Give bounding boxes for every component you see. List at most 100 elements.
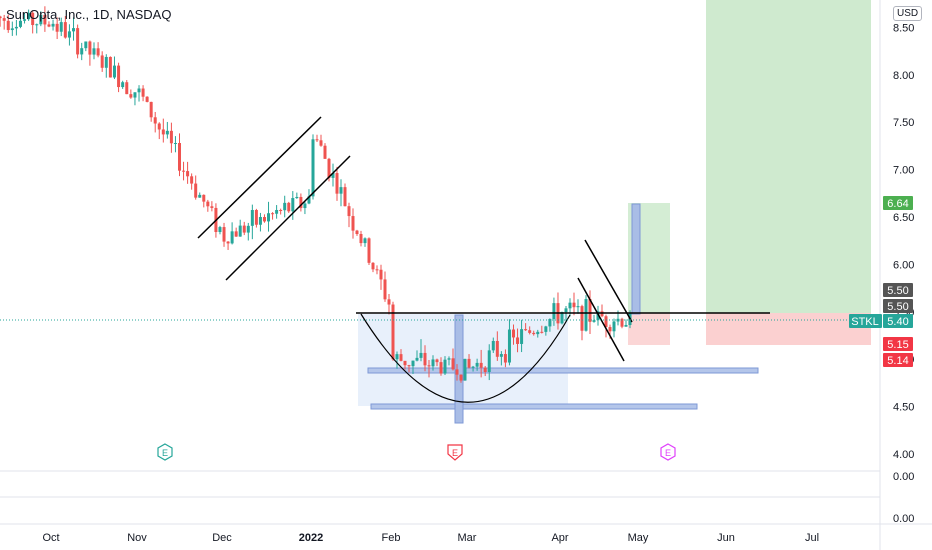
candle-body (371, 262, 375, 270)
candle-body (27, 12, 31, 20)
earnings-event-letter: E (162, 448, 168, 458)
candle-body (379, 269, 383, 280)
candle-body (411, 360, 415, 367)
candle-body (295, 196, 299, 199)
candle-body (343, 187, 347, 207)
candle-body (169, 130, 173, 144)
candle-body (133, 92, 137, 98)
loss-zone-large (706, 313, 871, 345)
price-label: 5.50 (883, 283, 913, 297)
candle-body (121, 82, 125, 88)
candle-body (283, 202, 287, 211)
candle-body (291, 198, 295, 212)
candle-body (499, 354, 503, 357)
candle-body (419, 352, 423, 358)
loss-zone-small (628, 313, 670, 345)
candle-body (194, 183, 198, 198)
candle-body (35, 24, 39, 26)
svg-text:5.50: 5.50 (887, 301, 908, 313)
channel-upper-line (197, 116, 322, 239)
candle-body (100, 55, 104, 68)
time-tick: Mar (458, 532, 477, 544)
candle-body (455, 369, 459, 375)
earnings-event-letter: E (665, 448, 671, 458)
candle-body (568, 302, 572, 309)
candle-body (576, 306, 580, 308)
candle-body (572, 302, 576, 308)
candle-body (339, 187, 343, 194)
volume-tick: 0.00 (893, 513, 914, 525)
candle-body (254, 210, 258, 225)
candle-body (108, 56, 112, 78)
candle-body (399, 354, 403, 361)
candle-body (72, 28, 76, 32)
candle-body (202, 194, 206, 202)
candle-body (612, 321, 616, 332)
earnings-event-icon[interactable]: E (447, 444, 463, 461)
candle-body (564, 308, 568, 313)
candle-body (592, 320, 596, 322)
candle-body (536, 331, 540, 335)
candle-body (467, 358, 471, 368)
candle-body (43, 14, 47, 25)
candle-body (88, 41, 92, 55)
candle-body (67, 31, 71, 38)
svg-text:5.14: 5.14 (887, 355, 908, 367)
candle-body (528, 330, 532, 333)
profit-zone-large (706, 0, 871, 313)
candle-body (153, 117, 157, 124)
candle-body (355, 230, 359, 235)
support-rect-lower (370, 403, 698, 410)
candle-body (451, 358, 455, 370)
time-tick: May (628, 532, 649, 544)
candle-body (307, 196, 311, 204)
time-axis-ticks: Oct Nov Dec 2022 Feb Mar Apr May Jun Jul (42, 532, 819, 544)
time-tick: Jun (717, 532, 735, 544)
candle-body (137, 88, 141, 93)
earnings-event-icon[interactable]: E (157, 443, 173, 461)
candle-body (47, 24, 51, 27)
price-axis-ticks: 8.508.007.507.006.506.005.505.004.504.00… (893, 22, 914, 525)
candle-body (117, 65, 121, 88)
candle-body (604, 316, 608, 328)
candle-body (59, 22, 63, 32)
breakout-marker (631, 203, 641, 315)
time-tick: Dec (212, 532, 232, 544)
candle-body (427, 365, 431, 367)
price-label: 5.50 (883, 299, 913, 313)
price-label: 6.64 (883, 196, 913, 210)
candles (0, 6, 632, 383)
candle-body (487, 350, 491, 372)
symbol-tag: STKL (849, 314, 882, 328)
price-tick: 6.50 (893, 212, 914, 224)
candle-body (548, 319, 552, 327)
candle-body (125, 82, 129, 95)
candle-body (198, 194, 202, 198)
candle-body (267, 213, 271, 222)
candle-body (76, 28, 80, 55)
candle-body (178, 143, 181, 171)
candle-body (129, 94, 133, 98)
candle-body (596, 311, 600, 321)
price-tick: 4.50 (893, 402, 914, 414)
candle-body (186, 171, 190, 177)
candle-body (435, 359, 439, 363)
currency-button[interactable]: USD (893, 6, 923, 21)
candle-body (218, 227, 222, 233)
candle-body (31, 12, 35, 26)
channel-lower-line (225, 155, 351, 281)
volume-tick: 0.00 (893, 471, 914, 483)
candle-body (246, 225, 250, 233)
candle-body (311, 139, 315, 197)
candle-body (258, 217, 262, 225)
earnings-event-icon[interactable]: E (660, 443, 676, 461)
price-tick: 4.00 (893, 449, 914, 461)
time-tick: Nov (127, 532, 147, 544)
candle-body (491, 340, 495, 351)
candle-body (165, 130, 169, 135)
svg-text:5.15: 5.15 (887, 339, 908, 351)
feb-low-marker (454, 314, 464, 424)
candle-body (319, 140, 323, 146)
